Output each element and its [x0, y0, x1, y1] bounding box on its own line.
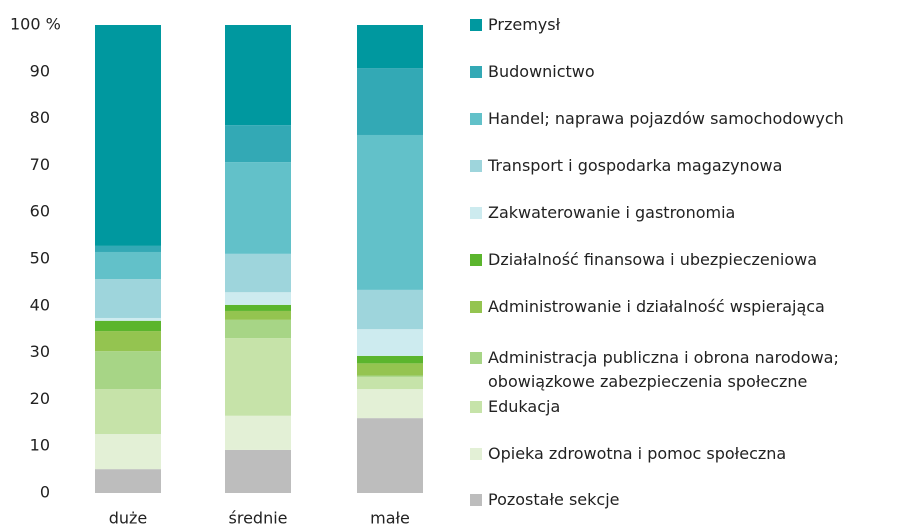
bar-segment	[95, 279, 161, 318]
bar-segment	[95, 331, 161, 352]
bar-segment	[225, 292, 291, 305]
bar-segment	[95, 389, 161, 435]
bar-segment	[357, 134, 423, 290]
legend-item: Działalność finansowa i ubezpieczeniowa	[470, 248, 910, 272]
y-tick-label: 30	[30, 342, 50, 361]
bar-segment	[357, 68, 423, 135]
legend-swatch	[470, 352, 482, 364]
legend-label: Pozostałe sekcje	[488, 490, 620, 509]
legend-swatch	[470, 448, 482, 460]
y-tick-label: 50	[30, 249, 50, 268]
legend-label: Administrowanie i działalność wspierając…	[488, 297, 825, 316]
bar-segment	[357, 375, 423, 377]
legend-label: Przemysł	[488, 15, 561, 34]
legend-swatch	[470, 19, 482, 31]
bar-segment	[225, 415, 291, 450]
legend-label: Budownictwo	[488, 62, 595, 81]
bar-segment	[95, 469, 161, 493]
legend-swatch	[470, 207, 482, 219]
legend-item: Handel; naprawa pojazdów samochodowych	[470, 107, 910, 131]
legend-item: Administrowanie i działalność wspierając…	[470, 295, 910, 319]
bar-segment	[95, 25, 161, 246]
bar-segment	[225, 449, 291, 493]
legend-label: Zakwaterowanie i gastronomia	[488, 203, 736, 222]
bar-segment	[95, 317, 161, 321]
bar-segment	[357, 289, 423, 330]
legend-label: Transport i gospodarka magazynowa	[488, 156, 783, 175]
bar-segment	[357, 363, 423, 376]
y-tick-label: 0	[40, 483, 50, 502]
bar-segment	[225, 338, 291, 416]
bar-segment	[225, 310, 291, 320]
legend-swatch	[470, 494, 482, 506]
legend-label: Handel; naprawa pojazdów samochodowych	[488, 109, 844, 128]
bar-segment	[225, 253, 291, 293]
x-tick-label: duże	[109, 509, 148, 528]
y-tick-label: 40	[30, 295, 50, 314]
legend-label: Administracja publiczna i obrona narodow…	[488, 348, 839, 391]
legend-item: Budownictwo	[470, 60, 910, 84]
bar-segment	[357, 389, 423, 419]
bar-segment	[357, 25, 423, 69]
legend-swatch	[470, 254, 482, 266]
bar-segment	[357, 355, 423, 364]
legend-swatch	[470, 301, 482, 313]
bar-segment	[95, 251, 161, 280]
bar-segment	[95, 320, 161, 332]
legend-item: Opieka zdrowotna i pomoc społeczna	[470, 442, 910, 466]
y-tick-label: 90	[30, 61, 50, 80]
bar-segment	[225, 319, 291, 339]
bar-segment	[225, 162, 291, 254]
legend-item: Pozostałe sekcje	[470, 488, 910, 512]
y-tick-label: 20	[30, 389, 50, 408]
bar-segment	[95, 351, 161, 390]
legend-swatch	[470, 160, 482, 172]
chart: 0 10 20 30 40 50 60 70 80 90 100 % duże średnie małe	[10, 15, 423, 528]
legend-item: Administracja publiczna i obrona narodow…	[470, 346, 910, 394]
legend-label: Działalność finansowa i ubezpieczeniowa	[488, 250, 817, 269]
bar-segment	[95, 245, 161, 252]
y-tick-label: 10	[30, 436, 50, 455]
legend-item: Zakwaterowanie i gastronomia	[470, 201, 910, 225]
legend-swatch	[470, 113, 482, 125]
y-tick-label: 60	[30, 202, 50, 221]
legend-swatch	[470, 401, 482, 413]
bar-segment	[225, 304, 291, 311]
y-tick-label: 100 %	[10, 15, 61, 34]
legend-label: Edukacja	[488, 397, 561, 416]
bar-segment	[357, 329, 423, 356]
legend-item: Edukacja	[470, 395, 910, 419]
bar-segment	[357, 376, 423, 390]
legend-item: Transport i gospodarka magazynowa	[470, 154, 910, 178]
y-tick-label: 80	[30, 108, 50, 127]
legend-swatch	[470, 66, 482, 78]
bar-segment	[357, 418, 423, 493]
legend-item: Przemysł	[470, 13, 910, 37]
bar-segment	[225, 25, 291, 126]
y-tick-label: 70	[30, 155, 50, 174]
x-tick-label: małe	[370, 509, 410, 528]
x-tick-label: średnie	[229, 509, 288, 528]
bar-segment	[95, 434, 161, 470]
legend-label: Opieka zdrowotna i pomoc społeczna	[488, 444, 787, 463]
bar-segment	[225, 125, 291, 163]
